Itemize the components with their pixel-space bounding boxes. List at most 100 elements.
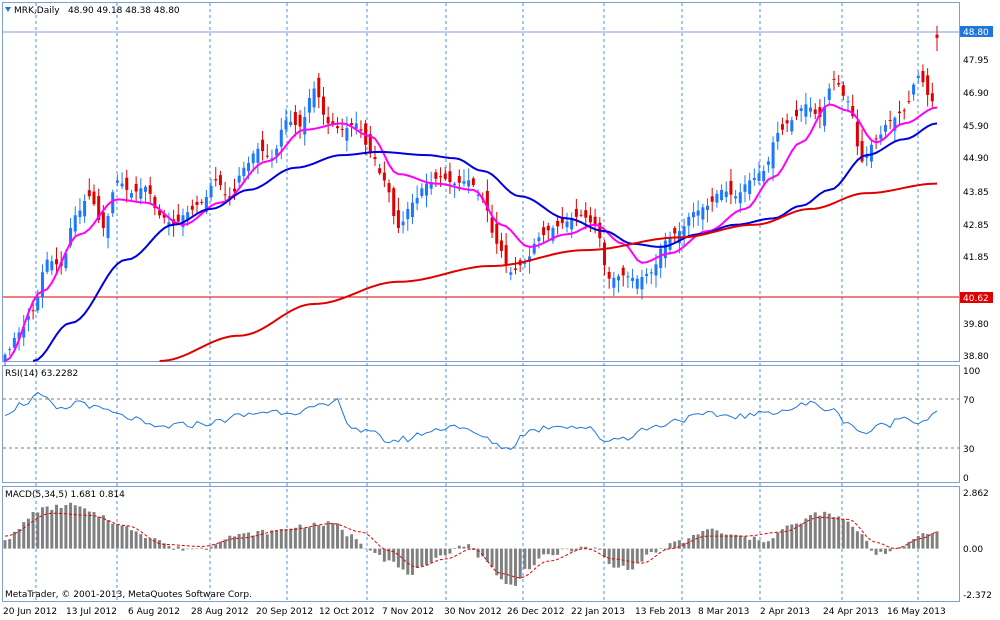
macd-bar: [312, 522, 316, 549]
candle: [691, 202, 695, 228]
price-panel[interactable]: [3, 25, 959, 367]
macd-bar: [851, 526, 855, 549]
candle: [626, 271, 630, 289]
candle: [490, 204, 494, 239]
candle-body: [631, 277, 635, 281]
candle-body: [457, 176, 461, 183]
candle-body: [125, 177, 129, 190]
candle: [743, 175, 747, 203]
price-axis-label: 41.85: [963, 253, 989, 263]
candle: [757, 161, 761, 185]
candle-body: [22, 326, 26, 338]
macd-bar: [256, 530, 260, 549]
candle: [752, 168, 756, 186]
current-price-tag-text: 48.80: [963, 28, 989, 38]
macd-bar: [190, 548, 194, 550]
macd-bar: [340, 529, 344, 549]
candle-body: [129, 193, 133, 198]
candle-body: [804, 104, 808, 117]
ohlc-label: 48.90 49.18 48.38 48.80: [68, 6, 180, 16]
price-axis-label: 47.95: [963, 56, 989, 66]
macd-bar: [668, 543, 672, 549]
macd-bar: [593, 547, 597, 549]
candle: [668, 231, 672, 255]
macd-bar: [36, 512, 40, 549]
macd-bar: [673, 541, 677, 549]
candle: [565, 212, 569, 233]
macd-bar: [602, 548, 606, 558]
candle: [635, 275, 639, 295]
candle-body: [762, 170, 766, 182]
candle: [832, 70, 836, 91]
macd-bar: [471, 548, 475, 550]
macd-bar: [490, 548, 494, 568]
macd-bar: [584, 546, 588, 549]
macd-bar: [846, 521, 850, 549]
macd-bar: [326, 521, 330, 549]
macd-bar: [270, 530, 274, 549]
candle-body: [83, 201, 87, 217]
macd-bar: [879, 548, 883, 552]
candle-body: [738, 192, 742, 204]
candle-body: [153, 196, 157, 209]
candle-body: [293, 112, 297, 125]
macd-bar: [3, 540, 7, 549]
candle-body: [204, 197, 208, 212]
candle-body: [298, 114, 302, 127]
macd-bar: [50, 509, 54, 549]
macd-bar: [579, 546, 583, 549]
dropdown-triangle-icon[interactable]: [5, 7, 11, 12]
macd-bar: [59, 507, 63, 549]
candle: [125, 169, 129, 203]
candle-body: [865, 155, 869, 158]
candle: [734, 189, 738, 204]
candle-body: [841, 85, 845, 96]
candle-body: [289, 121, 293, 126]
macd-bar: [45, 506, 49, 549]
macd-bar: [31, 512, 35, 549]
candle-body: [523, 262, 527, 264]
macd-bar: [785, 525, 789, 549]
candle-body: [542, 227, 546, 236]
macd-bar: [804, 518, 808, 549]
candle: [218, 170, 222, 191]
price-axis-label: 45.90: [963, 122, 989, 132]
candle-body: [237, 175, 241, 183]
candle-body: [607, 271, 611, 279]
macd-bar: [869, 548, 873, 551]
candle-body: [635, 278, 639, 289]
candle: [499, 232, 503, 258]
candle-body: [247, 162, 251, 172]
candle-body: [551, 227, 555, 241]
candle-body: [682, 226, 686, 238]
candle-body: [382, 172, 386, 181]
candle-body: [794, 109, 798, 117]
candle: [214, 167, 218, 187]
macd-bar: [387, 548, 391, 561]
macd-signal-line: [4, 512, 938, 579]
candle: [837, 75, 841, 88]
macd-bar: [640, 548, 644, 562]
macd-bar: [392, 548, 396, 562]
candle: [682, 218, 686, 246]
macd-bar: [565, 548, 569, 550]
macd-panel[interactable]: [3, 502, 939, 586]
candle-body: [546, 225, 550, 231]
macd-bar: [771, 538, 775, 549]
candle-body: [368, 134, 372, 152]
candle: [83, 194, 87, 223]
macd-bar: [87, 511, 91, 549]
candle: [209, 178, 213, 202]
macd-bar: [364, 548, 368, 550]
macd-bar: [139, 534, 143, 549]
macd-bar: [724, 534, 728, 549]
candle-body: [69, 227, 73, 246]
candle-body: [139, 188, 143, 199]
rsi-panel[interactable]: [4, 391, 938, 450]
macd-bar: [898, 547, 902, 549]
candle-body: [832, 78, 836, 80]
macd-bar: [382, 548, 386, 562]
candle: [809, 97, 813, 118]
candle-body: [462, 181, 466, 184]
